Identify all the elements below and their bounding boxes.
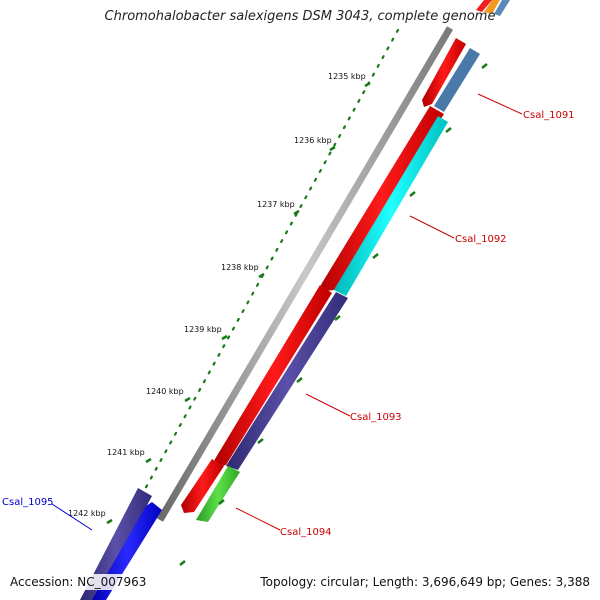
inner-strand-features: [196, 48, 480, 522]
outer-tick: [372, 253, 379, 259]
genome-backbone: [156, 26, 454, 522]
leader-csal-1095: [51, 503, 93, 531]
accession-text: Accession: NC_007963: [8, 574, 149, 590]
forward-strand-features: [181, 38, 466, 513]
tick-mark: [106, 518, 113, 525]
tick-label-1237: 1237 kbp: [257, 200, 295, 209]
gene-label-csal-1093[interactable]: Csal_1093: [350, 412, 402, 423]
tick-mark: [293, 209, 300, 216]
outer-tick: [409, 191, 416, 197]
gene-feature-csal-1091-red[interactable]: [422, 38, 466, 107]
label-leader-lines: [51, 93, 523, 531]
gene-label-csal-1094[interactable]: Csal_1094: [280, 527, 332, 538]
gene-feature-red-short[interactable]: [181, 459, 224, 513]
tick-label-1239: 1239 kbp: [184, 325, 222, 334]
outer-tick: [481, 63, 488, 69]
gene-feature-top-orange[interactable]: [484, 0, 500, 14]
tick-mark: [145, 457, 152, 464]
gene-feature-csal-1095-purple[interactable]: [80, 488, 152, 600]
outer-tick: [179, 560, 186, 566]
outer-tick: [296, 377, 303, 383]
summary-text: Topology: circular; Length: 3,696,649 bp…: [258, 574, 592, 590]
ruler-tick-marks: [106, 81, 371, 525]
tick-mark: [258, 272, 265, 279]
tick-label-1241: 1241 kbp: [107, 448, 145, 457]
gene-feature-top-steel[interactable]: [494, 0, 510, 16]
top-partial-features: [476, 0, 510, 16]
tick-label-1235: 1235 kbp: [328, 72, 366, 81]
leader-csal-1091: [477, 93, 523, 115]
gene-label-csal-1092[interactable]: Csal_1092: [455, 234, 507, 245]
tick-mark: [184, 396, 191, 403]
outer-tick: [257, 438, 264, 444]
outer-tick: [445, 127, 452, 133]
tick-mark: [329, 145, 336, 152]
tick-mark: [221, 334, 228, 341]
gene-feature-red-long-2[interactable]: [214, 285, 332, 467]
leader-csal-1093: [305, 393, 351, 417]
gene-label-csal-1095[interactable]: Csal_1095: [2, 497, 54, 508]
gene-feature-steel[interactable]: [434, 48, 480, 112]
tick-label-1242: 1242 kbp: [68, 509, 106, 518]
gene-feature-csal-1093-purple[interactable]: [226, 292, 348, 470]
tick-label-1240: 1240 kbp: [146, 387, 184, 396]
genome-title: Chromohalobacter salexigens DSM 3043, co…: [104, 9, 496, 24]
tick-label-1238: 1238 kbp: [221, 263, 259, 272]
outer-tick: [334, 315, 341, 321]
gene-feature-csal-1092-cyan[interactable]: [334, 116, 448, 296]
ruler-tick-labels: 1235 kbp 1236 kbp 1237 kbp 1238 kbp 1239…: [68, 72, 366, 518]
outer-tick: [218, 499, 225, 505]
gene-feature-csal-1094-green[interactable]: [196, 466, 240, 522]
gene-feature-top-red[interactable]: [476, 0, 492, 12]
leader-csal-1092: [409, 215, 455, 239]
leader-csal-1094: [235, 507, 281, 531]
tick-label-1236: 1236 kbp: [294, 136, 332, 145]
outer-ruler-ticks: [179, 63, 488, 566]
tick-mark: [364, 81, 371, 88]
gene-labels: Csal_1091 Csal_1092 Csal_1093 Csal_1094 …: [2, 110, 575, 538]
gene-label-csal-1091[interactable]: Csal_1091: [523, 110, 575, 121]
gene-feature-red-long-1[interactable]: [318, 106, 444, 292]
